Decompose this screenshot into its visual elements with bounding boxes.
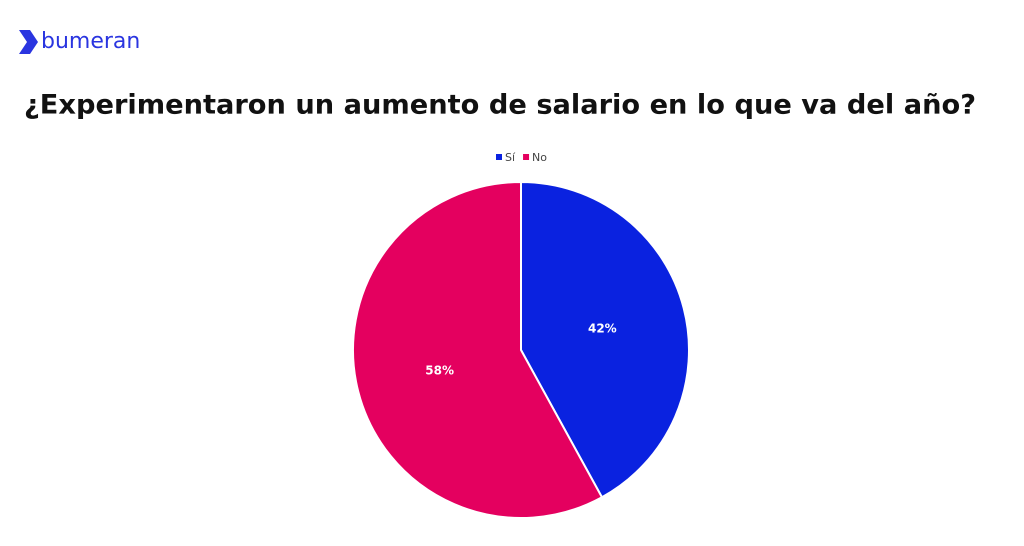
legend-label: No [532, 151, 547, 164]
brand-name: bumeran [41, 29, 140, 54]
chart-title: ¿Experimentaron un aumento de salario en… [24, 90, 976, 121]
pie-slice [520, 180, 691, 499]
legend-swatch [496, 154, 502, 160]
legend-swatch [523, 154, 530, 160]
pie: 42% 58% [352, 180, 691, 519]
legend-label: Sí [505, 151, 516, 164]
value-label: 58% [425, 363, 454, 377]
value-label: 42% [588, 322, 617, 336]
legend: Sí No [496, 151, 547, 164]
pie-slice [352, 180, 604, 519]
brand-icon [19, 30, 38, 54]
